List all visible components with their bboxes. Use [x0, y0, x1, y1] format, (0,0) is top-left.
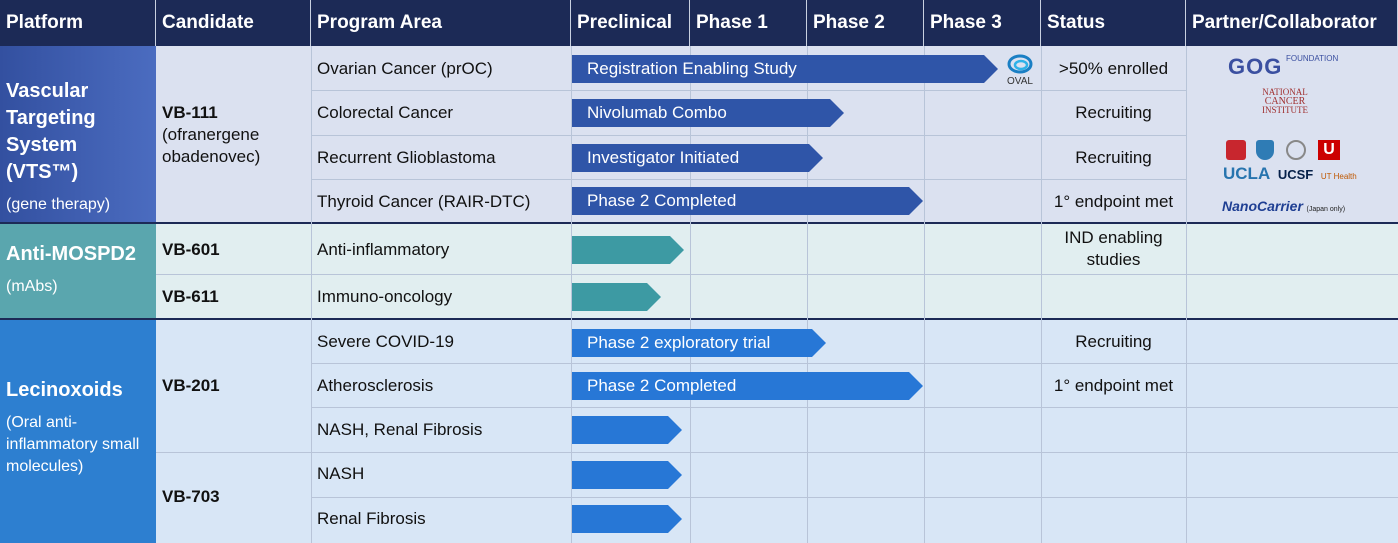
program-covid: Severe COVID-19 — [317, 332, 454, 351]
nanocarrier-logo: NanoCarrier (Japan only) — [1222, 198, 1345, 214]
status-mospd: IND enabling studies — [1064, 228, 1163, 269]
program-thyroid: Thyroid Cancer (RAIR-DTC) — [317, 192, 531, 211]
caduceus-seal-icon — [1286, 140, 1306, 160]
row-line — [156, 452, 1398, 453]
bar-glioblastoma: Investigator Initiated — [572, 144, 823, 172]
header-phase3: Phase 3 — [924, 0, 1041, 46]
status-atherosclerosis: 1° endpoint met — [1053, 376, 1174, 395]
mospd-section-bg — [156, 224, 1398, 320]
header-status: Status — [1041, 0, 1186, 46]
status-glioblastoma: Recruiting — [1075, 148, 1152, 167]
platform-lecino: Lecinoxoids (Oral anti-inflammatory smal… — [0, 320, 156, 543]
ut-health-logo: UT Health — [1320, 172, 1357, 181]
row-line — [311, 497, 1398, 498]
candidate-vb703: VB-703 — [162, 487, 220, 506]
row-line — [311, 135, 1186, 136]
grid-line — [311, 46, 312, 543]
gog-foundation-logo: GOG FOUNDATION — [1228, 54, 1338, 80]
platform-mospd-subtitle: (mAbs) — [6, 278, 58, 295]
program-anti-inflammatory: Anti-inflammatory — [317, 240, 450, 259]
row-line — [311, 363, 1398, 364]
candidate-vb611: VB-611 — [162, 287, 219, 306]
platform-vts-subtitle: (gene therapy) — [6, 196, 111, 213]
header-program-area: Program Area — [311, 0, 571, 46]
platform-lecino-title: Lecinoxoids — [6, 379, 123, 401]
program-nash-renal: NASH, Renal Fibrosis — [317, 420, 483, 439]
status-colorectal: Recruiting — [1075, 103, 1152, 122]
gog-wordmark: GOG — [1228, 54, 1283, 79]
university-icons-row: U — [1226, 140, 1376, 162]
utah-u-icon: U — [1318, 140, 1340, 160]
hospital-shield-icon — [1256, 140, 1274, 160]
grid-line — [1186, 46, 1187, 543]
candidate-vb201: VB-201 — [162, 376, 220, 395]
candidate-vb111-name: VB-111 — [162, 103, 218, 122]
row-line — [311, 90, 1186, 91]
program-colorectal: Colorectal Cancer — [317, 103, 454, 122]
header-candidate: Candidate — [156, 0, 311, 46]
row-line — [311, 407, 1398, 408]
program-atherosclerosis: Atherosclerosis — [317, 376, 434, 395]
program-immuno-oncology: Immuno-oncology — [317, 287, 453, 306]
ucla-ucsf-ut-row: UCLA UCSF UT Health — [1223, 164, 1357, 184]
bar-nash — [572, 461, 682, 489]
program-ovarian: Ovarian Cancer (prOC) — [317, 59, 493, 78]
grid-line — [690, 46, 691, 543]
bar-thyroid: Phase 2 Completed — [572, 187, 923, 215]
grid-line — [571, 46, 572, 543]
bar-immuno-oncology — [572, 283, 661, 311]
platform-vts-title: Vascular Targeting System (VTS™) — [6, 80, 96, 183]
grid-line — [807, 46, 808, 543]
platform-mospd: Anti-MOSPD2 (mAbs) — [0, 224, 156, 320]
program-renal: Renal Fibrosis — [317, 509, 426, 528]
bar-ovarian: Registration Enabling Study — [572, 55, 998, 83]
header-platform: Platform — [0, 0, 156, 46]
candidate-vb111: VB-111 (ofranergene obadenovec) — [162, 102, 307, 168]
bar-renal — [572, 505, 682, 533]
candidate-vb601: VB-601 — [162, 240, 220, 259]
oval-swirl-icon — [1007, 54, 1033, 74]
gog-foundation-text: FOUNDATION — [1285, 54, 1339, 63]
row-line — [311, 179, 1186, 180]
bar-colorectal: Nivolumab Combo — [572, 99, 844, 127]
platform-vts: Vascular Targeting System (VTS™) (gene t… — [0, 46, 156, 224]
row-line — [156, 274, 1398, 275]
status-covid: Recruiting — [1075, 332, 1152, 351]
university-seal-icon — [1226, 140, 1246, 160]
platform-lecino-subtitle: (Oral anti-inflammatory small molecules) — [6, 414, 140, 475]
platform-mospd-title: Anti-MOSPD2 — [6, 243, 136, 265]
program-glioblastoma: Recurrent Glioblastoma — [317, 148, 496, 167]
grid-line — [1041, 46, 1042, 543]
header-preclinical: Preclinical — [571, 0, 690, 46]
bar-nash-renal — [572, 416, 682, 444]
ucla-logo: UCLA — [1223, 164, 1271, 183]
ucsf-logo: UCSF — [1277, 167, 1314, 182]
grid-line — [924, 46, 925, 543]
lecino-section-bg — [156, 320, 1398, 543]
header-phase1: Phase 1 — [690, 0, 807, 46]
nanocarrier-note: (Japan only) — [1306, 206, 1346, 213]
status-ovarian: >50% enrolled — [1058, 59, 1169, 78]
bar-atherosclerosis: Phase 2 Completed — [572, 372, 923, 400]
header-partner: Partner/Collaborator — [1186, 0, 1398, 46]
oval-logo: OVAL — [1002, 54, 1038, 90]
oval-label: OVAL — [1007, 76, 1033, 87]
status-thyroid: 1° endpoint met — [1053, 192, 1174, 211]
bar-anti-inflammatory — [572, 236, 684, 264]
nanocarrier-wordmark: NanoCarrier — [1222, 198, 1303, 214]
header-phase2: Phase 2 — [807, 0, 924, 46]
candidate-vb111-detail: (ofranergene obadenovec) — [162, 125, 261, 166]
bar-covid: Phase 2 exploratory trial — [572, 329, 826, 357]
program-nash: NASH — [317, 464, 365, 483]
nci-logo: NATIONAL CANCER INSTITUTE — [1262, 87, 1308, 115]
